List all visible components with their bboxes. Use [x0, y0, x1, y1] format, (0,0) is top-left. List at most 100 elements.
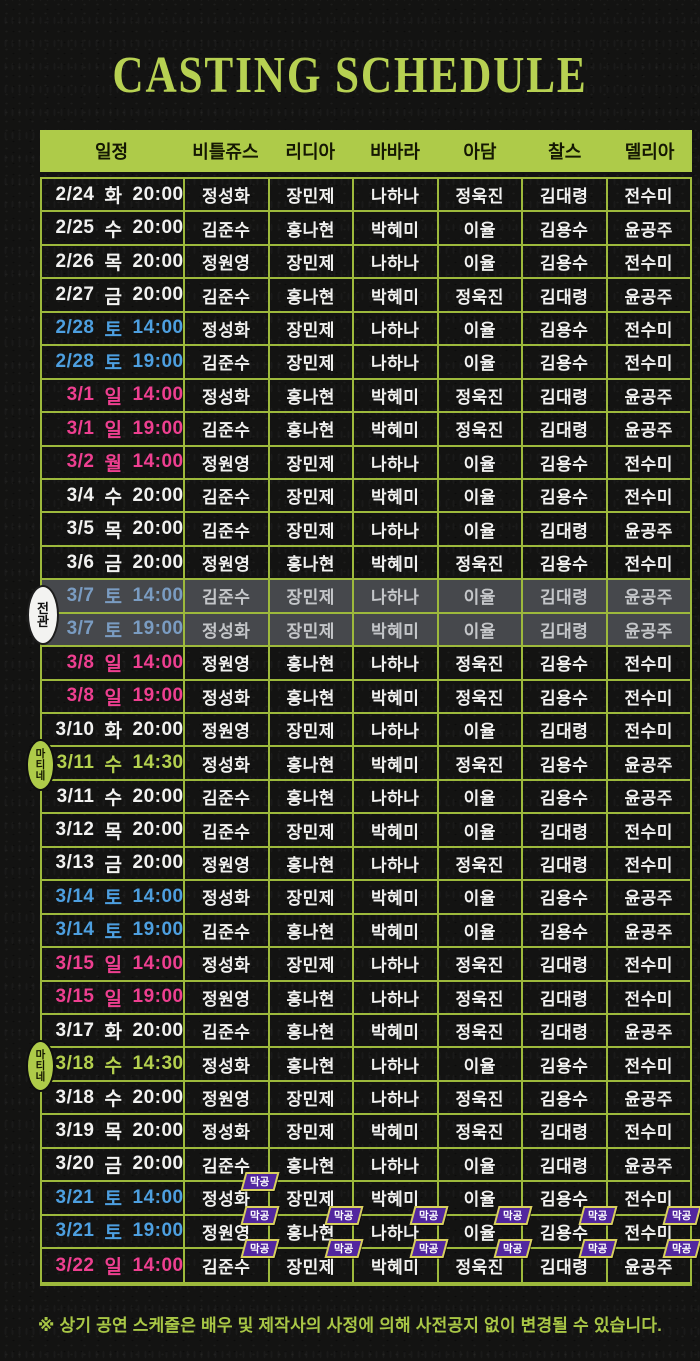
cast-name: 이율	[463, 722, 496, 742]
cast-name: 박혜미	[371, 621, 420, 641]
cast-cell: 윤공주 막공	[605, 1239, 700, 1283]
cast-cell: 정욱진	[436, 647, 522, 679]
time-text: 19:00	[132, 417, 184, 439]
cast-cell: 홍나현	[267, 379, 353, 412]
time-text: 20:00	[132, 718, 184, 740]
cast-name: 박혜미	[371, 688, 420, 708]
cast-cell: 이율	[436, 1148, 522, 1181]
cast-name: 정성화	[202, 320, 251, 340]
cast-cell: 나하나	[352, 245, 437, 278]
cast-cell: 홍나현	[267, 981, 353, 1013]
cast-name: 홍나현	[286, 655, 335, 675]
date-text: 3/12	[55, 819, 95, 841]
cast-cell: 정성화	[183, 948, 268, 980]
date-cell: 3/8 일 19:00	[42, 681, 184, 712]
cast-cell: 홍나현	[267, 747, 353, 779]
cast-cell: 홍나현	[267, 1014, 353, 1047]
cast-cell: 정욱진	[436, 379, 522, 412]
cast-name: 김준수	[202, 421, 251, 441]
cast-cell: 김대령	[521, 580, 606, 612]
schedule-row: 3/1 일 14:00 정성화 홍나현 박혜미 정욱진 김대령 윤공주	[42, 379, 690, 414]
cast-cell: 전수미	[605, 546, 691, 579]
weekday-text: 목	[104, 1122, 123, 1144]
cast-name: 홍나현	[286, 287, 335, 307]
cast-cell: 장민제	[267, 814, 353, 846]
weekday-text: 금	[104, 1155, 123, 1177]
cast-name: 홍나현	[286, 755, 335, 775]
cast-name: 김대령	[540, 387, 589, 407]
weekday-text: 일	[104, 1257, 123, 1279]
cast-cell: 김대령	[521, 814, 606, 846]
weekday-text: 일	[104, 955, 123, 977]
cast-name: 김용수	[540, 488, 589, 508]
cast-cell: 장민제	[267, 245, 353, 278]
cast-cell: 김준수	[183, 780, 268, 813]
cast-cell: 김대령 막공	[521, 1239, 618, 1283]
cast-name: 나하나	[371, 588, 420, 608]
cast-name: 박혜미	[371, 822, 420, 842]
cast-cell: 전수미	[605, 245, 691, 278]
date-text: 3/8	[66, 685, 95, 707]
date-text: 3/11	[56, 752, 95, 774]
final-show-badge: 막공	[662, 1239, 700, 1258]
cast-name: 나하나	[371, 956, 420, 976]
weekday-text: 토	[104, 888, 123, 910]
cast-name: 김대령	[540, 822, 589, 842]
cast-cell: 나하나	[352, 847, 437, 880]
final-show-badge: 막공	[239, 1172, 280, 1192]
time-text: 20:00	[132, 1086, 184, 1108]
column-header: 델리아	[624, 142, 675, 162]
cast-name: 나하나	[371, 1090, 420, 1110]
cast-name: 김용수	[540, 454, 589, 474]
cast-cell: 이율	[436, 914, 522, 947]
schedule-row: 3/12 목 20:00 김준수 장민제 박혜미 이율 김대령 전수미	[42, 814, 691, 848]
cast-cell: 김준수	[183, 479, 268, 512]
cast-cell: 정원영	[183, 981, 268, 1013]
time-text: 20:00	[132, 250, 184, 272]
cast-cell: 전수미	[605, 814, 691, 846]
cast-cell: 이율 막공	[436, 1205, 533, 1247]
weekday-text: 금	[104, 286, 123, 308]
cast-name: 박혜미	[371, 755, 420, 775]
date-text: 3/14	[55, 919, 95, 941]
cast-name: 정원영	[202, 555, 251, 575]
cast-cell: 정원영	[183, 546, 268, 579]
cast-name: 김준수	[202, 1023, 251, 1043]
cast-name: 정욱진	[455, 387, 504, 407]
weekday-text: 화	[104, 721, 123, 743]
cast-name: 김용수	[540, 555, 589, 575]
cast-name: 이율	[463, 320, 496, 340]
cast-name: 김대령	[540, 1123, 589, 1143]
cast-name: 전수미	[624, 655, 673, 675]
cast-name: 이율	[463, 254, 496, 274]
cast-cell: 정성화	[183, 613, 268, 646]
cast-name: 정성화	[202, 387, 251, 407]
cast-cell: 박혜미	[352, 613, 437, 646]
cast-name: 김대령	[540, 1023, 589, 1043]
schedule-row: 3/1 일 19:00 김준수 홍나현 박혜미 정욱진 김대령 윤공주	[42, 413, 690, 447]
disclaimer-text: ※ 상기 공연 스케줄은 배우 및 제작사의 사정에 의해 사전공지 없이 변경…	[37, 1316, 663, 1335]
cast-cell: 정성화	[183, 1115, 268, 1147]
cast-name: 김대령	[540, 621, 589, 641]
cast-name: 전수미	[624, 1190, 673, 1210]
date-text: 3/14	[55, 885, 95, 907]
cast-cell: 홍나현	[267, 647, 353, 679]
cast-cell: 전수미 막공	[605, 1205, 700, 1247]
final-show-badge: 막공	[239, 1239, 280, 1258]
cast-name: 장민제	[286, 889, 335, 909]
cast-cell: 전수미	[605, 1182, 691, 1214]
final-show-badge: 막공	[577, 1239, 618, 1258]
cast-cell: 김용수	[521, 1048, 606, 1080]
cast-name: 윤공주	[624, 1156, 673, 1176]
date-cell: 3/7 토 14:00	[42, 580, 184, 611]
schedule-row: 3/7 토 14:00 김준수 장민제 나하나 이율 김대령 윤공주 전 관	[27, 580, 690, 646]
cast-cell: 나하나	[352, 1148, 437, 1181]
schedule-row: 3/21 토 14:00 정성화 막공 장민제 박혜미 이율 김용수 전수미	[42, 1172, 691, 1216]
schedule-row: 3/8 일 19:00 정성화 홍나현 박혜미 정욱진 김용수 전수미	[42, 680, 690, 714]
cast-name: 김용수	[540, 1056, 589, 1076]
cast-cell: 김용수	[521, 479, 606, 512]
time-text: 14:00	[132, 451, 184, 473]
cast-name: 정원영	[202, 254, 251, 274]
cast-name: 나하나	[371, 855, 420, 875]
cast-name: 나하나	[371, 1156, 420, 1176]
